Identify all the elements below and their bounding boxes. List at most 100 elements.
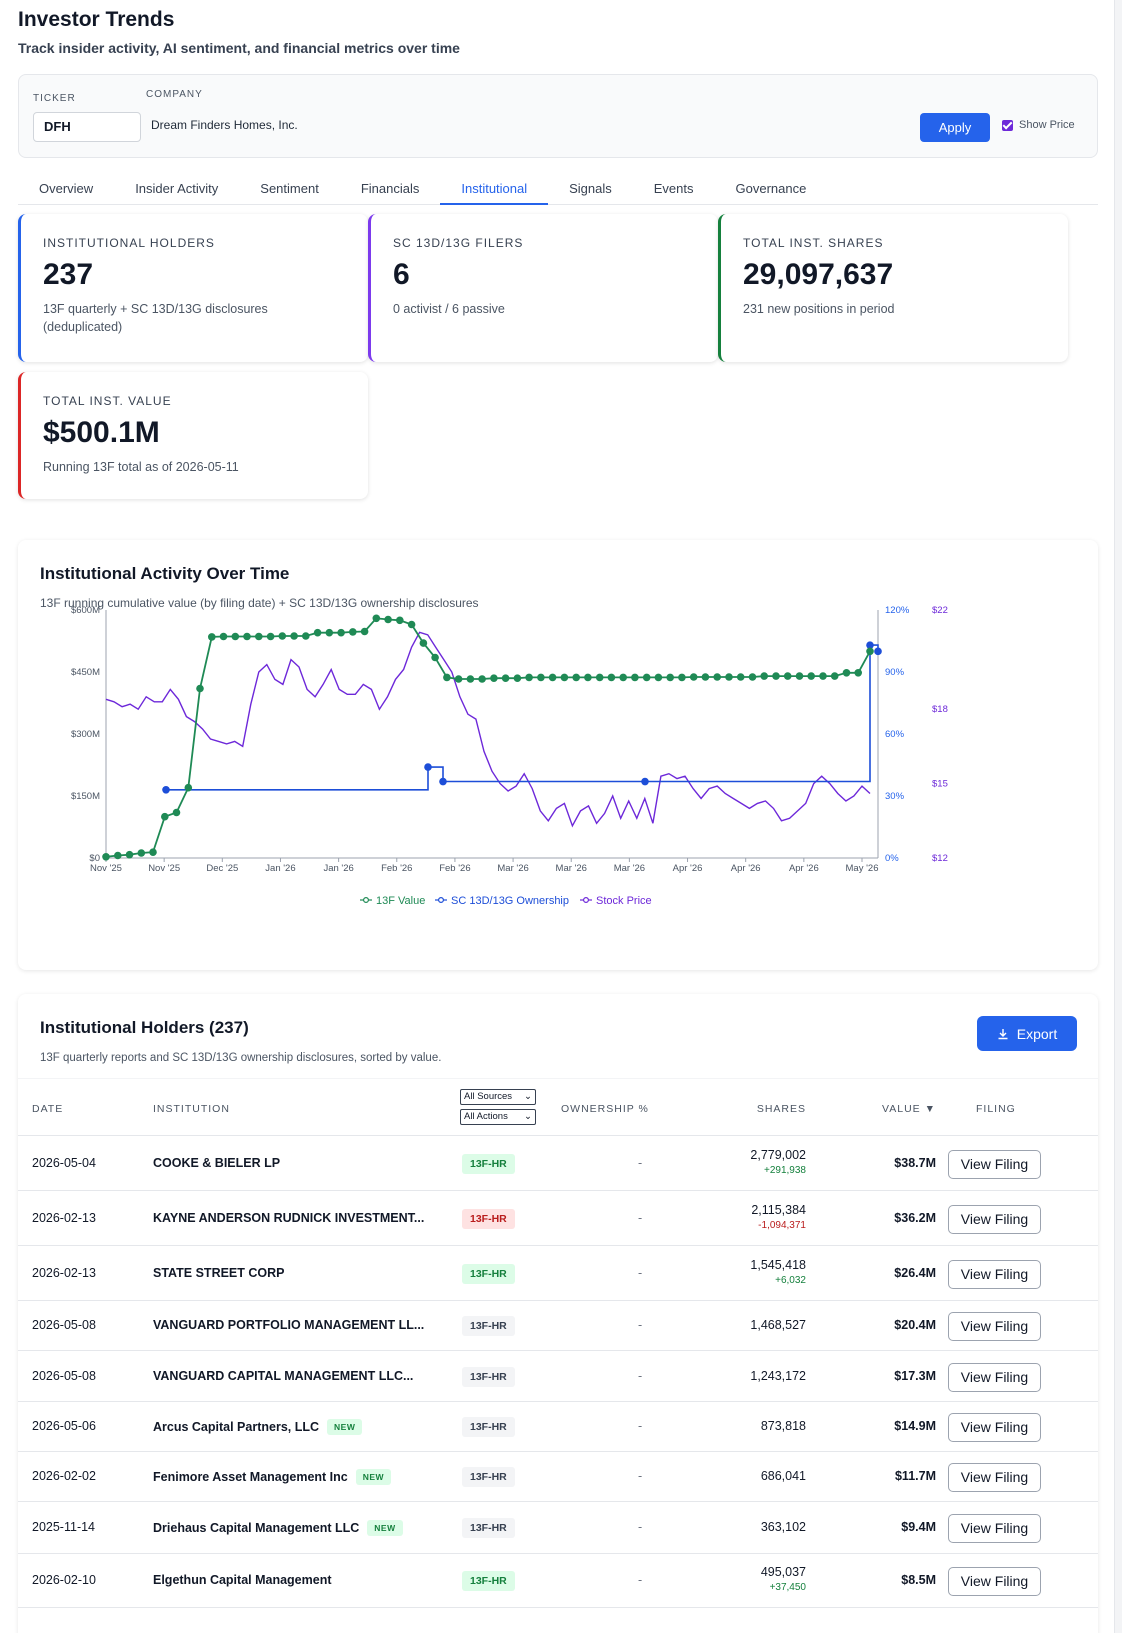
view-filing-button[interactable]: View Filing (948, 1205, 1041, 1234)
col-ownership[interactable]: OWNERSHIP % (561, 1103, 649, 1115)
view-filing-button[interactable]: View Filing (948, 1463, 1041, 1492)
tab-financials[interactable]: Financials (360, 181, 420, 196)
export-button[interactable]: Export (977, 1016, 1077, 1051)
table-row[interactable]: 2026-05-08 VANGUARD CAPITAL MANAGEMENT LL… (18, 1351, 1098, 1402)
shares-value: 495,037 (760, 1565, 806, 1579)
table-row[interactable]: 2026-05-08 VANGUARD PORTFOLIO MANAGEMENT … (18, 1301, 1098, 1351)
stat-note: 231 new positions in period (743, 302, 895, 316)
tab-insider-activity[interactable]: Insider Activity (135, 181, 219, 196)
value-13f-point (184, 783, 193, 792)
apply-button[interactable]: Apply (920, 113, 990, 142)
value-13f-point (854, 669, 862, 677)
col-value[interactable]: VALUE ▼ (882, 1103, 936, 1115)
row-shares: 1,468,527 (750, 1318, 806, 1332)
value-13f-point (337, 628, 345, 637)
value-13f-point (513, 674, 522, 682)
row-institution[interactable]: VANGUARD CAPITAL MANAGEMENT LLC... (153, 1369, 413, 1383)
row-institution[interactable]: Elgethun Capital Management (153, 1573, 332, 1587)
table-row[interactable]: 2026-02-10 Elgethun Capital Management 13F… (18, 1554, 1098, 1608)
tab-governance[interactable]: Governance (735, 181, 807, 196)
table-row[interactable]: 2026-02-13 KAYNE ANDERSON RUDNICK INVESTM… (18, 1191, 1098, 1246)
stat-value: 6 (393, 258, 410, 291)
shares-value: 2,115,384 (751, 1203, 806, 1217)
value-13f-point (501, 674, 510, 682)
value-13f-point (795, 672, 804, 680)
view-filing-button[interactable]: View Filing (948, 1312, 1041, 1341)
value-13f-point (701, 673, 710, 681)
col-date[interactable]: DATE (32, 1103, 64, 1115)
row-ownership: - (638, 1573, 643, 1587)
shares-value: 2,779,002 (750, 1148, 806, 1162)
y-right-pct-tick-label: 30% (885, 791, 905, 802)
row-value: $8.5M (901, 1573, 936, 1587)
value-13f-point (360, 627, 369, 636)
legend-label: Stock Price (596, 895, 652, 907)
actions-select-value: All Actions (464, 1111, 508, 1122)
row-institution[interactable]: KAYNE ANDERSON RUDNICK INVESTMENT... (153, 1211, 424, 1225)
view-filing-button[interactable]: View Filing (948, 1260, 1041, 1289)
show-price-checkbox[interactable] (1002, 119, 1013, 131)
stat-value: 237 (43, 258, 94, 291)
col-institution[interactable]: INSTITUTION (153, 1103, 230, 1115)
institutional-holders-card: INSTITUTIONAL HOLDERS 237 13F quarterly + … (18, 214, 368, 362)
value-13f-point (137, 849, 146, 857)
y-left-tick-label: $0 (89, 853, 100, 864)
table-row[interactable]: 2026-05-06 Arcus Capital Partners, LLC NEW… (18, 1402, 1098, 1452)
ownership-point (162, 786, 170, 794)
row-institution[interactable]: COOKE & BIELER LP (153, 1156, 280, 1170)
tab-institutional[interactable]: Institutional (440, 172, 549, 205)
value-13f-point (313, 628, 322, 637)
row-shares: 873,818 (760, 1419, 806, 1433)
value-13f-point (325, 628, 334, 637)
ownership-point (866, 641, 874, 649)
value-13f-point (490, 674, 498, 682)
x-tick-label: Apr '26 (731, 863, 761, 874)
view-filing-button[interactable]: View Filing (948, 1363, 1041, 1392)
company-name: Dream Finders Homes, Inc. (151, 118, 298, 132)
row-ownership: - (638, 1156, 643, 1170)
sources-select-value: All Sources (464, 1091, 513, 1102)
show-price-toggle[interactable]: Show Price (1002, 119, 1075, 131)
holders-title: Institutional Holders (237) (40, 1018, 249, 1037)
value-13f-point (713, 673, 721, 681)
view-filing-button[interactable]: View Filing (948, 1567, 1041, 1596)
ticker-input[interactable]: DFH (33, 112, 141, 142)
actions-select[interactable]: All Actions ⌄ (460, 1109, 536, 1125)
value-13f-point (548, 673, 557, 682)
col-shares[interactable]: SHARES (756, 1103, 806, 1115)
value-13f-point (219, 632, 228, 641)
row-institution[interactable]: Arcus Capital Partners, LLC NEW (153, 1419, 363, 1435)
table-row[interactable]: 2026-05-04 COOKE & BIELER LP 13F-HR - 2,779,… (18, 1137, 1098, 1191)
filing-type-badge: 13F-HR (462, 1316, 515, 1336)
page-scrollbar[interactable] (1114, 0, 1122, 1633)
new-badge: NEW (355, 1469, 392, 1485)
value-13f-point (537, 673, 545, 682)
download-icon (998, 1028, 1008, 1039)
sources-select[interactable]: All Sources ⌄ (460, 1089, 536, 1105)
value-13f-point (830, 672, 839, 680)
institution-name: VANGUARD CAPITAL MANAGEMENT LLC... (153, 1369, 414, 1383)
row-institution[interactable]: Fenimore Asset Management Inc NEW (153, 1469, 392, 1485)
view-filing-button[interactable]: View Filing (948, 1150, 1041, 1179)
value-13f-point (666, 673, 674, 682)
stat-label: SC 13D/13G FILERS (393, 236, 524, 250)
row-shares: 2,115,384 -1,094,371 (751, 1203, 806, 1231)
tab-overview[interactable]: Overview (39, 181, 94, 196)
table-row[interactable]: 2026-02-13 STATE STREET CORP 13F-HR - 1,545,… (18, 1246, 1098, 1301)
tab-signals[interactable]: Signals (569, 181, 612, 196)
x-tick-label: Jan '26 (323, 863, 353, 874)
row-institution[interactable]: Driehaus Capital Management LLC NEW (153, 1520, 403, 1536)
table-row[interactable]: 2025-11-14 Driehaus Capital Management LL… (18, 1502, 1098, 1554)
table-row[interactable]: 2026-02-02 Fenimore Asset Management Inc N… (18, 1452, 1098, 1502)
value-13f-point (102, 853, 110, 861)
row-institution[interactable]: VANGUARD PORTFOLIO MANAGEMENT LL... (153, 1318, 424, 1332)
y-right-pct-tick-label: 90% (885, 667, 905, 678)
row-institution[interactable]: STATE STREET CORP (153, 1266, 285, 1280)
value-13f-point (407, 620, 416, 629)
view-filing-button[interactable]: View Filing (948, 1413, 1041, 1442)
value-13f-point (772, 672, 780, 680)
legend-label: 13F Value (376, 895, 425, 907)
tab-sentiment[interactable]: Sentiment (260, 181, 319, 196)
tab-events[interactable]: Events (653, 181, 694, 196)
view-filing-button[interactable]: View Filing (948, 1514, 1041, 1543)
